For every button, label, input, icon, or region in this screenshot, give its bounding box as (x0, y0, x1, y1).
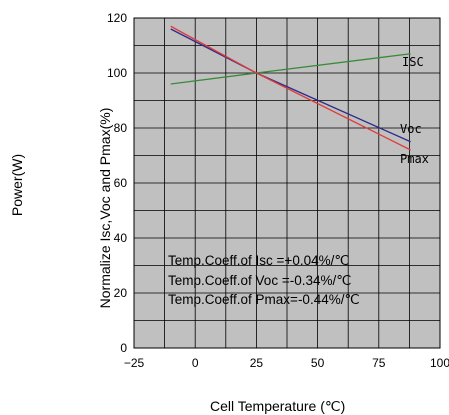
x-tick-labels: −25 0 25 50 75 100 (124, 356, 449, 370)
y-axis-label: Normalize Isc,Voc and Pmax(%) (97, 108, 113, 309)
coefficient-annotations: Temp.Coeff.of Isc =+0.04%/℃ Temp.Coeff.o… (168, 253, 360, 307)
annotation-pmax: Temp.Coeff.of Pmax=-0.44%/℃ (168, 292, 360, 307)
y-tick-label: 120 (107, 11, 127, 25)
outer-y-axis-label: Power(W) (9, 154, 25, 216)
x-tick-label: 25 (250, 356, 264, 370)
x-tick-label: 100 (430, 356, 449, 370)
y-tick-label: 20 (114, 286, 128, 300)
x-tick-label: 0 (192, 356, 199, 370)
y-tick-label: 60 (114, 176, 128, 190)
y-tick-label: 40 (114, 231, 128, 245)
series-label-pmax: Pmax (400, 152, 429, 166)
x-tick-label: 75 (372, 356, 386, 370)
x-tick-label: −25 (124, 356, 145, 370)
y-tick-labels: 0 20 40 60 80 100 120 (107, 11, 127, 355)
y-tick-label: 0 (120, 341, 127, 355)
annotation-voc: Temp.Coeff.of Voc =-0.34%/℃ (168, 273, 351, 288)
y-tick-label: 80 (114, 121, 128, 135)
x-axis-label: Cell Temperature (℃) (210, 398, 345, 414)
series-label-isc: ISC (402, 55, 424, 69)
series-lines (170, 25, 411, 151)
series-labels: ISC Voc Pmax (400, 55, 429, 166)
annotation-isc: Temp.Coeff.of Isc =+0.04%/℃ (168, 253, 350, 268)
y-tick-label: 100 (107, 66, 127, 80)
series-label-voc: Voc (400, 122, 422, 136)
plot-border (133, 17, 441, 349)
x-tick-label: 50 (311, 356, 325, 370)
series-line-pmax (170, 25, 411, 151)
